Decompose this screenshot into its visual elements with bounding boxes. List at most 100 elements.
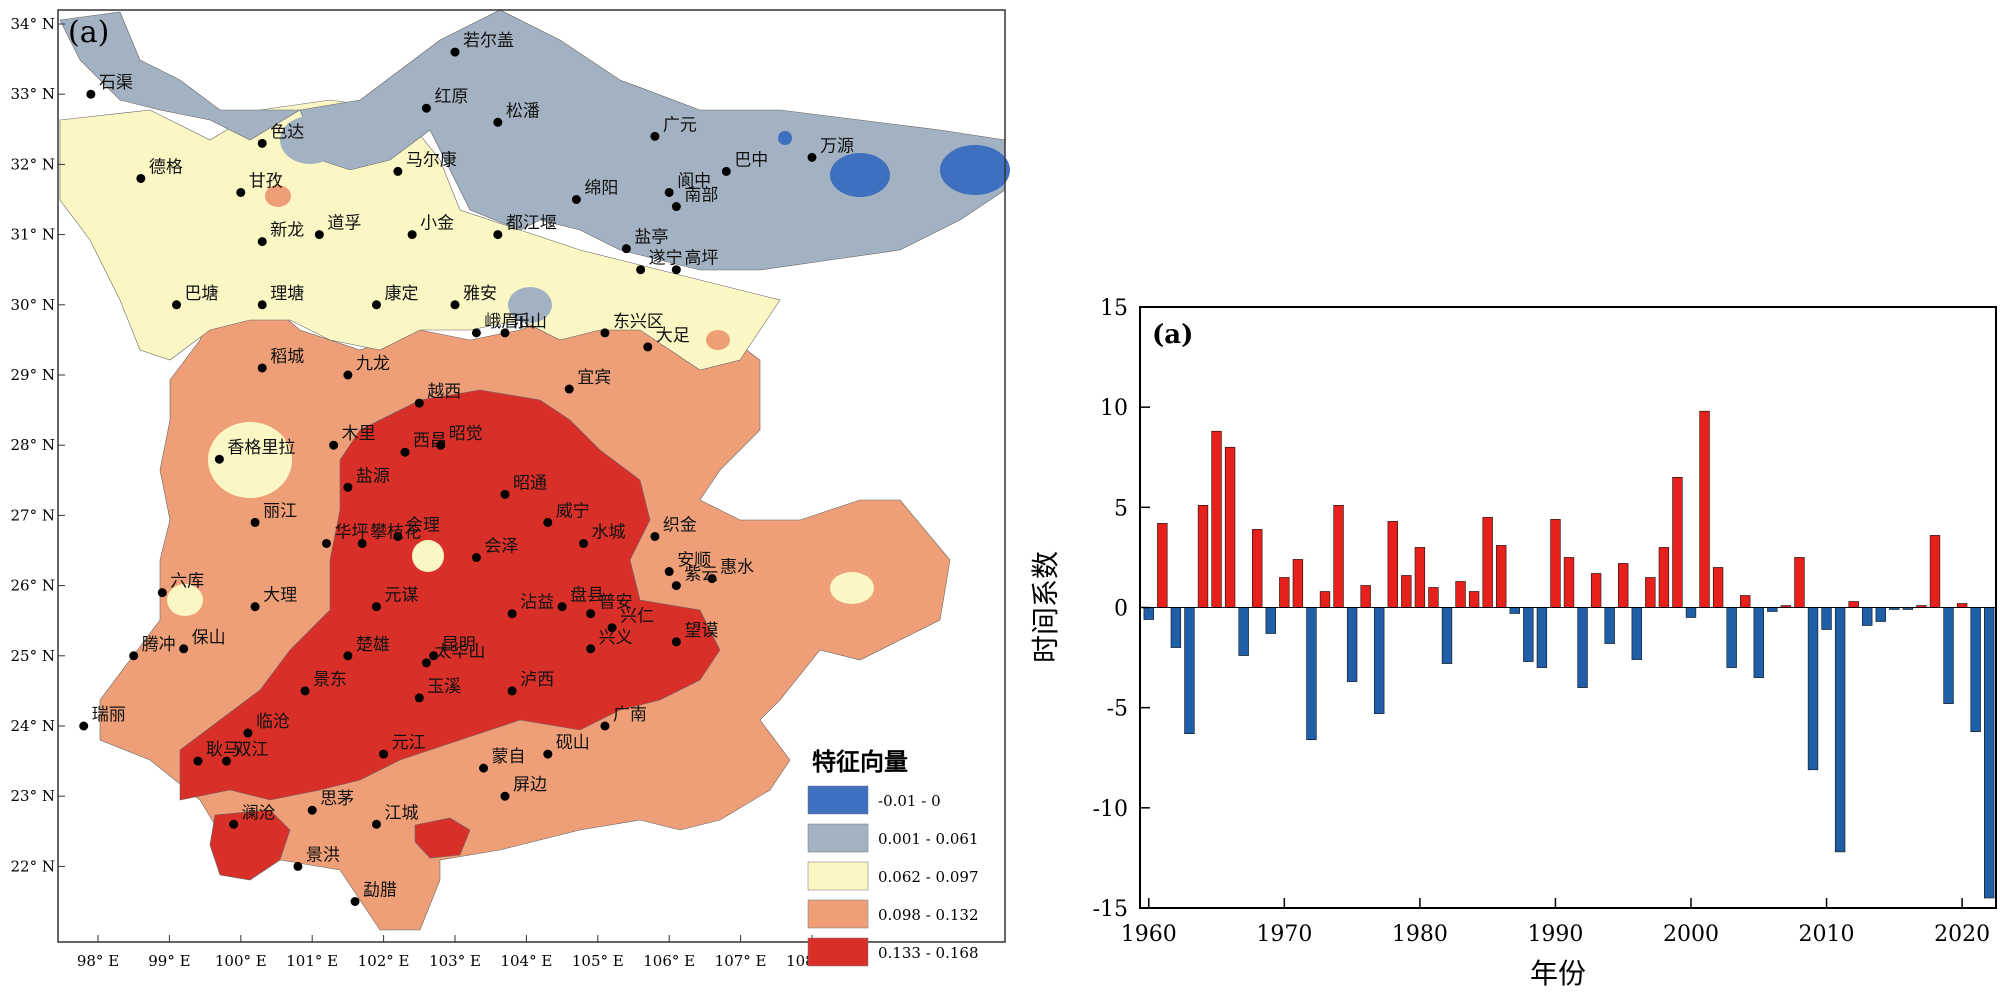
- station-label: 新龙: [270, 221, 304, 241]
- bar-x-tick-label: 1960: [1121, 922, 1177, 947]
- station-label: 兴仁: [620, 607, 654, 627]
- station-marker: [250, 602, 260, 612]
- bar: [1631, 607, 1642, 660]
- station-label: 双江: [235, 740, 269, 760]
- station-marker: [393, 166, 403, 176]
- station-label: 巴中: [734, 150, 768, 170]
- station-label: 瑞丽: [92, 705, 126, 725]
- station-label: 勐腊: [363, 881, 397, 901]
- station-marker: [429, 651, 439, 661]
- region-grey-seda: [280, 116, 340, 164]
- bar-y-tick-label: -5: [1107, 697, 1128, 722]
- bar: [1509, 607, 1520, 614]
- station-label: 盐亭: [634, 228, 668, 248]
- map-y-tick-label: 28° N: [11, 436, 55, 454]
- station-label: 砚山: [556, 733, 590, 753]
- bar: [1536, 607, 1548, 668]
- bar-x-tick-label: 2000: [1663, 922, 1719, 947]
- station-marker: [350, 897, 360, 906]
- station-marker: [636, 265, 646, 275]
- station-marker: [600, 721, 610, 731]
- bar-x-tick-label: 1980: [1392, 922, 1448, 947]
- legend-swatch: [807, 823, 869, 853]
- region-grey-yaan: [508, 287, 552, 323]
- bar: [1143, 607, 1154, 620]
- legend-swatch: [807, 899, 869, 929]
- station-label: 丽江: [263, 501, 297, 521]
- station-label: 万源: [820, 136, 854, 156]
- station-marker: [414, 398, 424, 408]
- map-x-tick-label: 103° E: [429, 952, 481, 970]
- map-y-tick-label: 31° N: [11, 226, 55, 244]
- station-label: 攀枝花: [370, 522, 421, 542]
- station-marker: [671, 265, 681, 275]
- station-marker: [643, 342, 653, 352]
- region-orange-dongxing: [706, 330, 730, 350]
- station-label: 蒙自: [492, 747, 526, 767]
- bar: [1726, 607, 1737, 668]
- map-y-tick-label: 25° N: [11, 647, 55, 665]
- station-marker: [500, 489, 510, 499]
- bar: [1658, 547, 1670, 608]
- station-marker: [236, 187, 246, 197]
- station-label: 会泽: [484, 537, 518, 557]
- station-label: 乐山: [513, 312, 547, 332]
- bar: [1319, 591, 1331, 608]
- station-label: 织金: [663, 515, 697, 535]
- station-label: 雅安: [463, 284, 497, 304]
- station-marker: [493, 230, 503, 240]
- station-marker: [507, 609, 517, 619]
- bar: [1604, 607, 1615, 644]
- station-label: 南部: [684, 186, 718, 206]
- station-marker: [436, 440, 446, 450]
- bar-x-axis: 1960 1970 1980 1990 2000 2010 2020: [1121, 898, 1990, 947]
- station-marker: [450, 47, 460, 57]
- map-y-tick-label: 34° N: [11, 15, 55, 33]
- station-label: 普安: [599, 593, 633, 613]
- map-y-tick-label: 22° N: [11, 857, 55, 875]
- station-marker: [707, 574, 717, 584]
- legend-title: 特征向量: [812, 747, 908, 776]
- bar: [1333, 505, 1344, 608]
- station-marker: [293, 861, 303, 871]
- time-coefficient-panel: -15 -10 -5 0 5 10 15 1960 1970 1980 1990 2000 2010 2…: [1010, 0, 2000, 993]
- time-coefficient-chart: -15 -10 -5 0 5 10 15 1960 1970 1980 1990 2000 2010 2…: [1029, 296, 1997, 990]
- station-marker: [329, 440, 339, 450]
- bar-y-axis: -15 -10 -5 0 5 10 15: [1093, 296, 1150, 922]
- bar-y-tick-label: 10: [1100, 396, 1128, 421]
- bar: [1292, 559, 1304, 608]
- bar: [1211, 430, 1222, 608]
- station-label: 峨眉山: [484, 312, 535, 332]
- station-marker: [79, 721, 89, 731]
- legend-swatch: [807, 861, 869, 891]
- bar-y-label: 时间系数: [1029, 551, 1062, 663]
- station-label: 望谟: [684, 621, 718, 641]
- station-label: 大足: [656, 326, 690, 346]
- station-marker: [257, 363, 267, 373]
- station-marker: [222, 756, 232, 766]
- bar: [1712, 567, 1724, 608]
- station-label: 威宁: [556, 501, 590, 521]
- station-label: 高坪: [684, 249, 718, 269]
- bar: [1848, 601, 1859, 608]
- map-x-tick-label: 99° E: [148, 952, 190, 970]
- station-marker: [314, 230, 324, 240]
- station-marker: [471, 553, 481, 563]
- station-label: 楚雄: [356, 635, 390, 655]
- station-label: 水城: [592, 522, 626, 542]
- station-marker: [321, 538, 331, 548]
- bar: [1157, 523, 1168, 608]
- station-marker: [343, 482, 353, 492]
- station-label: 德格: [149, 157, 183, 177]
- station-marker: [621, 244, 631, 254]
- bar: [1563, 557, 1575, 608]
- station-label: 宜宾: [577, 368, 611, 388]
- station-marker: [307, 805, 317, 815]
- station-marker: [250, 517, 260, 527]
- station-label: 广元: [663, 115, 697, 135]
- station-label: 石渠: [99, 73, 133, 93]
- legend-swatch: [807, 937, 869, 967]
- region-red: [179, 389, 721, 801]
- station-marker: [257, 138, 267, 148]
- bar-x-tick-label: 2010: [1799, 922, 1855, 947]
